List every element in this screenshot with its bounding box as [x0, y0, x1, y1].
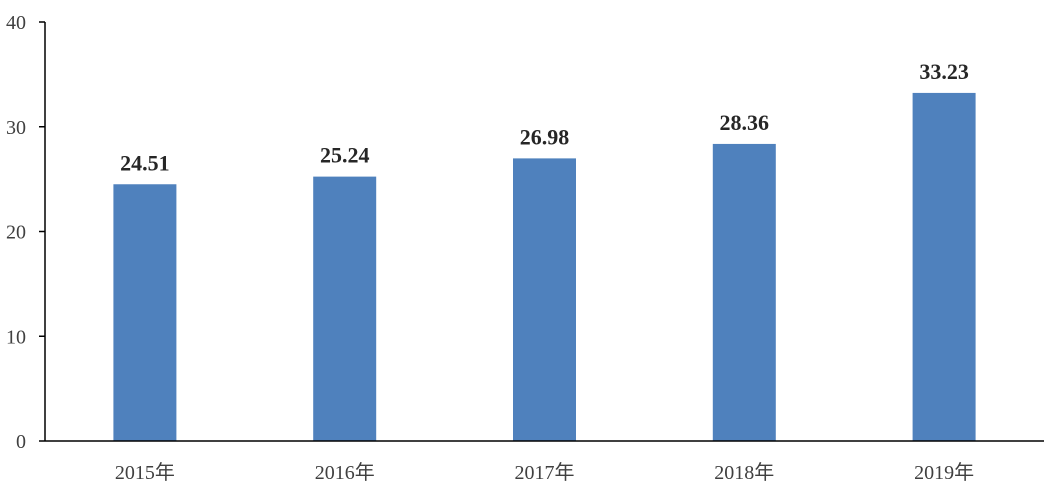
y-tick-label: 10: [6, 326, 26, 348]
bar-2019年: [912, 92, 976, 442]
bars-layer: [113, 92, 976, 442]
axes-layer: [39, 21, 1044, 442]
data-label: 24.51: [120, 150, 170, 175]
data-label: 26.98: [520, 124, 570, 149]
bar-2015年: [113, 184, 177, 441]
x-tick-label: 2018年: [714, 461, 774, 484]
x-tick-label: 2016年: [315, 461, 375, 484]
labels-layer: 24.51 2015年 25.24 2016年 26.98 2017年 28.36 2018年…: [6, 12, 974, 484]
bar-2016年: [313, 176, 377, 441]
y-tick-label: 40: [6, 12, 26, 34]
x-tick-label: 2015年: [115, 461, 175, 484]
data-label: 28.36: [720, 110, 770, 135]
data-label: 25.24: [320, 143, 370, 168]
y-tick-label: 20: [6, 222, 26, 244]
bar-2017年: [513, 158, 576, 441]
x-tick-label: 2017年: [515, 461, 575, 484]
data-label: 33.23: [919, 59, 969, 84]
x-tick-label: 2019年: [914, 461, 974, 484]
y-tick-label: 0: [16, 431, 26, 453]
bar-2018年: [712, 143, 776, 441]
y-tick-label: 30: [6, 117, 26, 139]
